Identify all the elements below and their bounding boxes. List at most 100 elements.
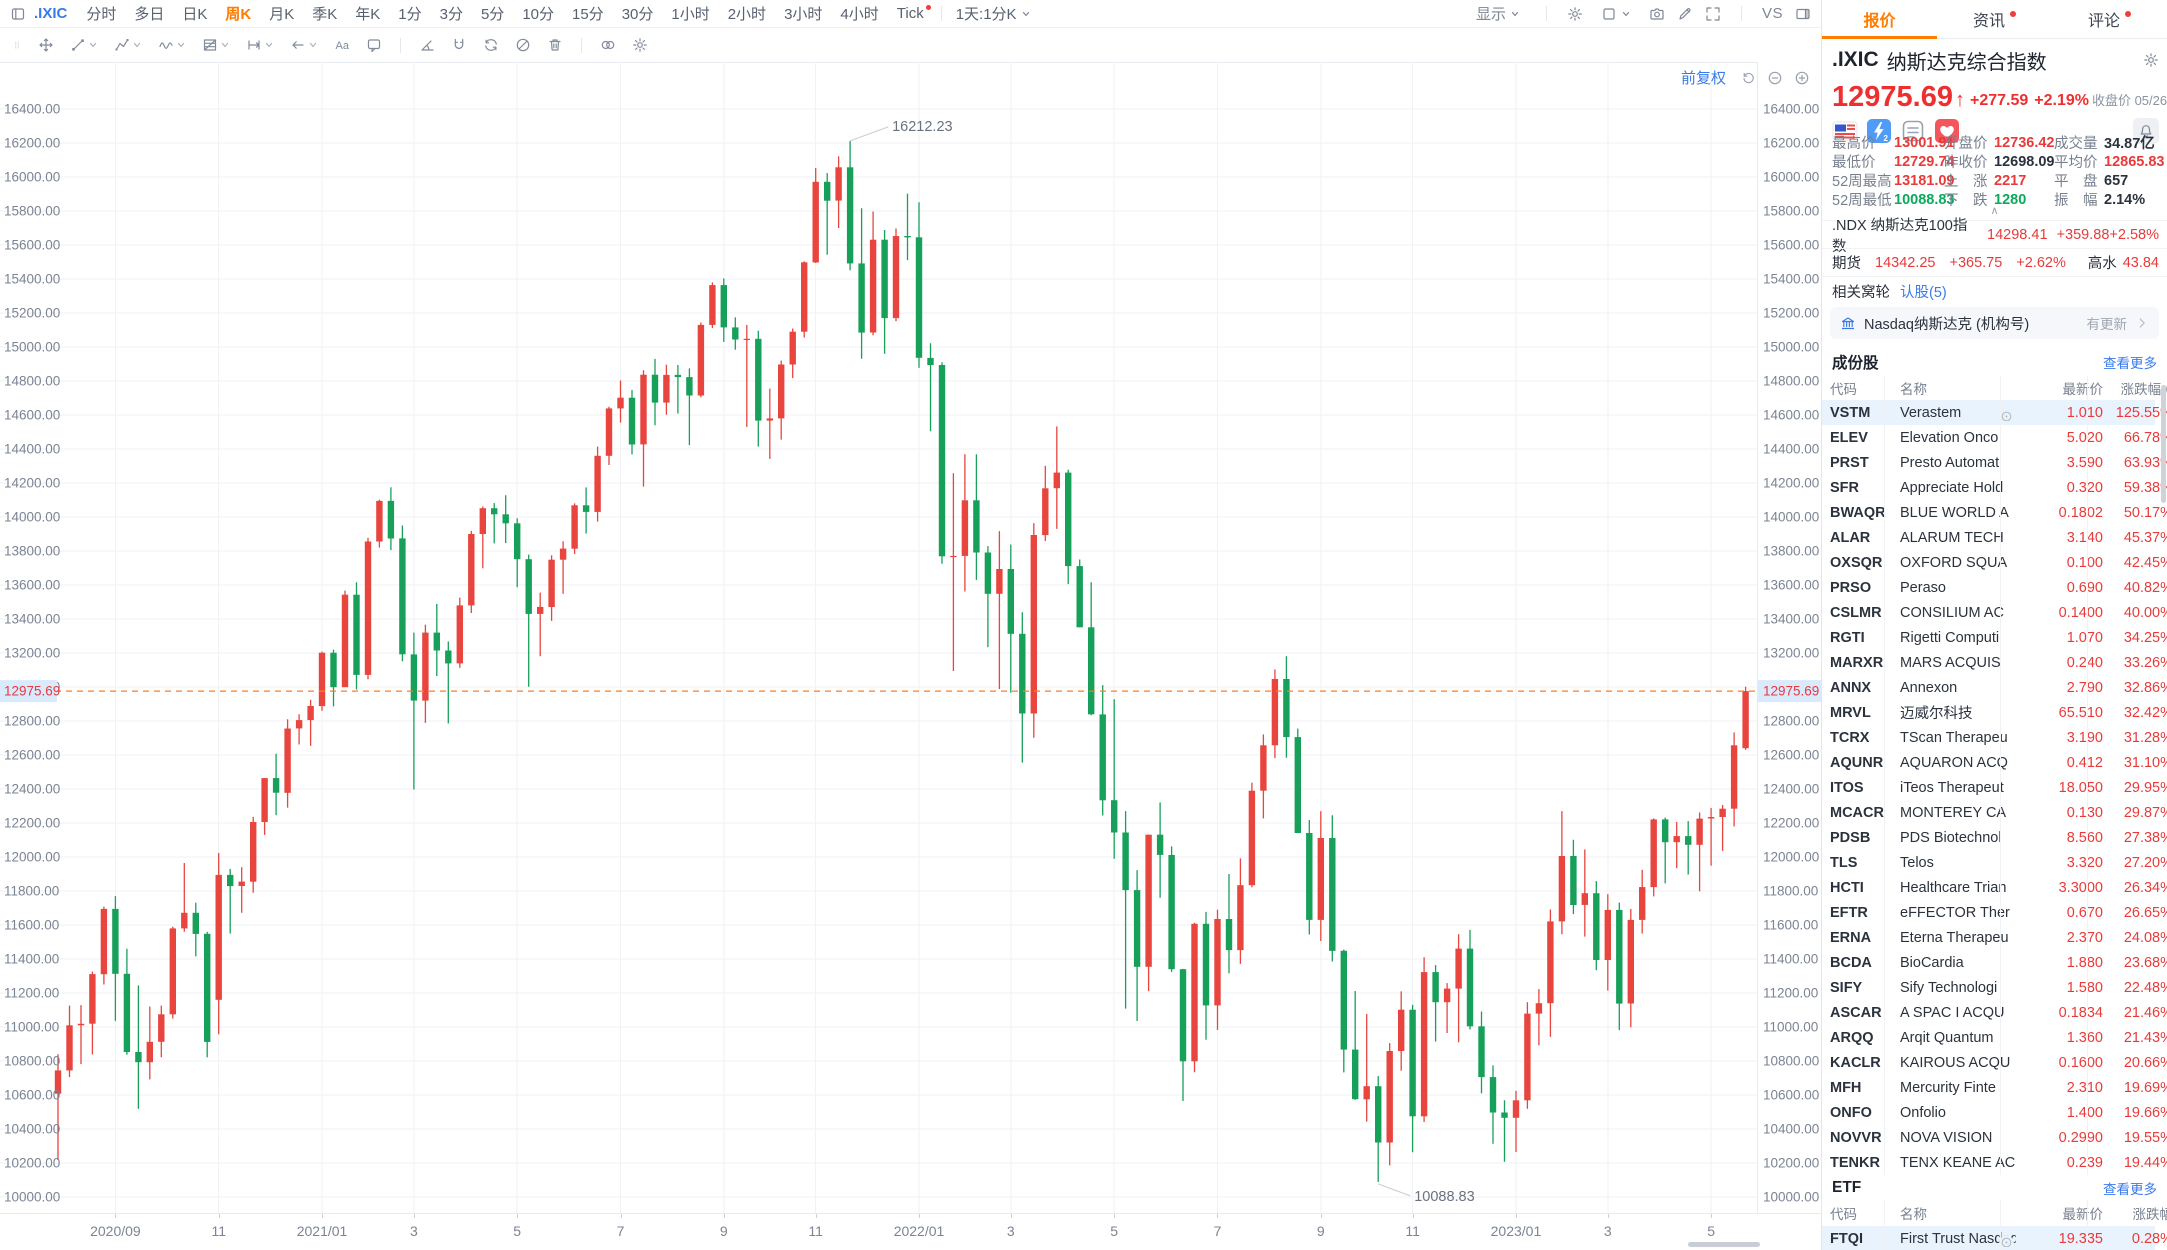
candlestick-chart[interactable]: 10000.00 10000.00 10200.00 10200.00 10400.00… bbox=[0, 62, 1821, 1213]
table-row[interactable]: OXSQR OXFORD SQUA 0.100 42.45% bbox=[1822, 550, 2167, 575]
etf-more-link[interactable]: 查看更多 bbox=[2103, 1181, 2157, 1197]
futures-row[interactable]: 期货 14342.25 +365.75 +2.62% 高水 43.84 bbox=[1832, 249, 2159, 276]
settings-tool[interactable] bbox=[626, 34, 654, 56]
period-3分[interactable]: 3分 bbox=[439, 6, 463, 23]
measure-tool[interactable] bbox=[240, 34, 280, 56]
table-row[interactable]: VSTM Verastem 1.010 125.55% bbox=[1822, 400, 2167, 425]
table-row[interactable]: KACLR KAIROUS ACQU 0.1600 20.66% bbox=[1822, 1050, 2167, 1075]
period-周K[interactable]: 周K bbox=[225, 6, 252, 23]
etf-table-header[interactable]: 代码 名称 最新价 涨跌幅 bbox=[1822, 1200, 2167, 1227]
comment-tool[interactable] bbox=[360, 34, 388, 56]
tab-comments[interactable]: 评论 bbox=[2052, 0, 2167, 38]
table-row[interactable]: BWAQR BLUE WORLD A 0.1802 50.17% bbox=[1822, 500, 2167, 525]
constituents-table-header[interactable]: 代码 名称 最新价 涨跌幅∨ bbox=[1822, 376, 2167, 401]
table-row[interactable]: ALAR ALARUM TECH 3.140 45.37% bbox=[1822, 525, 2167, 550]
tab-news[interactable]: 资讯 bbox=[1937, 0, 2052, 38]
table-row[interactable]: PRST Presto Automat 3.590 63.93% bbox=[1822, 450, 2167, 475]
table-row[interactable]: ITOS iTeos Therapeut 18.050 29.95% bbox=[1822, 775, 2167, 800]
fibonacci-tool[interactable] bbox=[196, 34, 236, 56]
table-row[interactable]: CSLMR CONSILIUM AC 0.1400 40.00% bbox=[1822, 600, 2167, 625]
cycle-tool[interactable] bbox=[477, 34, 505, 56]
compare-tool[interactable] bbox=[594, 34, 622, 56]
constituents-more-link[interactable]: 查看更多 bbox=[2103, 356, 2157, 371]
period-1分[interactable]: 1分 bbox=[398, 6, 422, 23]
quote-settings-icon[interactable] bbox=[2143, 52, 2159, 68]
favorite-heart-icon[interactable] bbox=[1934, 118, 1960, 144]
draw-icon[interactable] bbox=[1677, 6, 1693, 22]
zoom-in-icon[interactable] bbox=[1793, 69, 1811, 87]
panel-toggle-icon[interactable] bbox=[1795, 6, 1811, 22]
tab-quote[interactable]: 报价 bbox=[1822, 0, 1937, 39]
adjust-mode-button[interactable]: 前复权 bbox=[1680, 70, 1726, 87]
delete-tool[interactable] bbox=[541, 34, 569, 56]
move-tool[interactable] bbox=[32, 34, 60, 56]
ndx-index-row[interactable]: .NDX 纳斯达克100指数 14298.41 +359.88 +2.58% bbox=[1832, 218, 2159, 255]
table-row[interactable]: HCTI Healthcare Trian 3.3000 26.34% bbox=[1822, 875, 2167, 900]
x-axis[interactable]: 2020/09 11 2021/01 3 5 7 9 11 2022/01 3 5 7 9 11 2023/… bbox=[0, 1213, 1821, 1250]
table-row[interactable]: SFR Appreciate Hold 0.320 59.38% bbox=[1822, 475, 2167, 500]
collapse-chevron[interactable]: ∧ bbox=[1990, 205, 1999, 217]
table-row[interactable]: ERNA Eterna Therapeu 2.370 24.08% bbox=[1822, 925, 2167, 950]
hide-drawings-tool[interactable] bbox=[509, 34, 537, 56]
table-row[interactable]: TENKR TENX KEANE AC 0.239 19.44% bbox=[1822, 1150, 2167, 1175]
level2-lightning-icon[interactable]: 2 bbox=[1866, 118, 1892, 144]
period-4小时[interactable]: 4小时 bbox=[840, 6, 879, 23]
table-row[interactable]: ELEV Elevation Onco 5.020 66.78% bbox=[1822, 425, 2167, 450]
period-10分[interactable]: 10分 bbox=[522, 6, 554, 23]
horizontal-scrollbar[interactable] bbox=[1688, 1242, 1760, 1247]
period-30分[interactable]: 30分 bbox=[621, 6, 654, 23]
arrow-tool[interactable] bbox=[284, 34, 324, 56]
text-tool[interactable]: Aa bbox=[328, 34, 356, 56]
display-dropdown[interactable]: 显示 bbox=[1470, 3, 1526, 24]
period-日K[interactable]: 日K bbox=[182, 6, 208, 23]
shapes-tool[interactable] bbox=[108, 34, 148, 56]
trendline-tool[interactable] bbox=[64, 34, 104, 56]
table-row[interactable]: RGTI Rigetti Computi 1.070 34.25% bbox=[1822, 625, 2167, 650]
table-row[interactable]: PRSO Peraso 0.690 40.82% bbox=[1822, 575, 2167, 600]
us-market-flag-icon[interactable] bbox=[1832, 118, 1858, 144]
period-15分[interactable]: 15分 bbox=[572, 6, 604, 23]
period-分时[interactable]: 分时 bbox=[86, 6, 117, 23]
chart-settings-icon[interactable] bbox=[1567, 6, 1583, 22]
zoom-out-icon[interactable] bbox=[1766, 69, 1784, 87]
period-1小时[interactable]: 1小时 bbox=[671, 6, 710, 23]
layout-dropdown[interactable] bbox=[1595, 6, 1637, 22]
table-row[interactable]: SIFY Sify Technologi 1.580 22.48% bbox=[1822, 975, 2167, 1000]
period-季K[interactable]: 季K bbox=[312, 6, 338, 23]
table-row[interactable]: ANNX Annexon 2.790 32.86% bbox=[1822, 675, 2167, 700]
table-row[interactable]: PDSB PDS Biotechnol 8.560 27.38% bbox=[1822, 825, 2167, 850]
col-pct[interactable]: 涨跌幅∨ bbox=[2109, 378, 2167, 398]
table-row[interactable]: AQUNR AQUARON ACQ 0.412 31.10% bbox=[1822, 750, 2167, 775]
org-account-banner[interactable]: Nasdaq纳斯达克 (机构号) 有更新 bbox=[1830, 307, 2159, 339]
table-row[interactable]: MRVL 迈威尔科技 65.510 32.42% bbox=[1822, 700, 2167, 725]
magnet-tool[interactable] bbox=[445, 34, 473, 56]
table-row[interactable]: TLS Telos 3.320 27.20% bbox=[1822, 850, 2167, 875]
period-多日[interactable]: 多日 bbox=[134, 6, 165, 23]
reset-zoom-icon[interactable] bbox=[1739, 69, 1757, 87]
fullscreen-icon[interactable] bbox=[1705, 6, 1721, 22]
table-row[interactable]: BCDA BioCardia 1.880 23.68% bbox=[1822, 950, 2167, 975]
table-row[interactable]: ONFO Onfolio 1.400 19.66% bbox=[1822, 1100, 2167, 1125]
period-年K[interactable]: 年K bbox=[355, 6, 381, 23]
table-row[interactable]: MFH Mercurity Finte 2.310 19.69% bbox=[1822, 1075, 2167, 1100]
wave-tool[interactable] bbox=[152, 34, 192, 56]
symbol-label[interactable]: .IXIC bbox=[34, 5, 68, 22]
table-row[interactable]: NOVVR NOVA VISION 0.2990 19.55% bbox=[1822, 1125, 2167, 1150]
warrants-link[interactable]: 认股(5) bbox=[1900, 284, 1947, 301]
table-row[interactable]: MARXR MARS ACQUIS 0.240 33.26% bbox=[1822, 650, 2167, 675]
period-月K[interactable]: 月K bbox=[269, 6, 295, 23]
period-Tick[interactable]: Tick bbox=[888, 5, 933, 22]
alert-bell-icon[interactable] bbox=[2133, 118, 2159, 144]
period-2小时[interactable]: 2小时 bbox=[727, 6, 767, 23]
compare-vs-button[interactable]: VS bbox=[1761, 5, 1783, 22]
window-icon[interactable] bbox=[10, 6, 26, 22]
screenshot-icon[interactable] bbox=[1649, 6, 1665, 22]
table-row[interactable]: EFTR eFFECTOR Ther 0.670 26.65% bbox=[1822, 900, 2167, 925]
table-row[interactable]: ASCAR A SPAC I ACQU 0.1834 21.46% bbox=[1822, 1000, 2167, 1025]
table-row[interactable]: ARQQ Arqit Quantum 1.360 21.43% bbox=[1822, 1025, 2167, 1050]
interval-dropdown[interactable]: 1天:1分K bbox=[950, 3, 1037, 24]
panel-scrollbar[interactable] bbox=[2161, 385, 2166, 503]
period-5分[interactable]: 5分 bbox=[480, 6, 505, 23]
table-row[interactable]: MCACR MONTEREY CA 0.130 29.87% bbox=[1822, 800, 2167, 825]
table-row[interactable]: FTQI First Trust Nasdaq 19.335 0.28% bbox=[1822, 1226, 2167, 1250]
